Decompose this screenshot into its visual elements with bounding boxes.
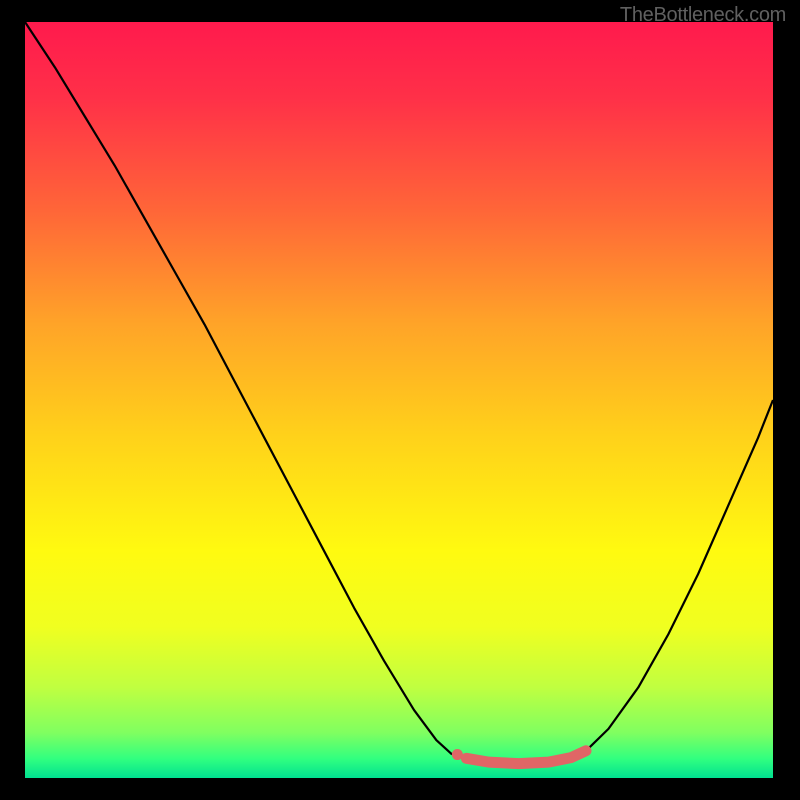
current-value-marker: [452, 749, 463, 760]
plot-background: [25, 22, 773, 778]
chart-container: TheBottleneck.com: [0, 0, 800, 800]
bottleneck-curve-chart: [0, 0, 800, 800]
